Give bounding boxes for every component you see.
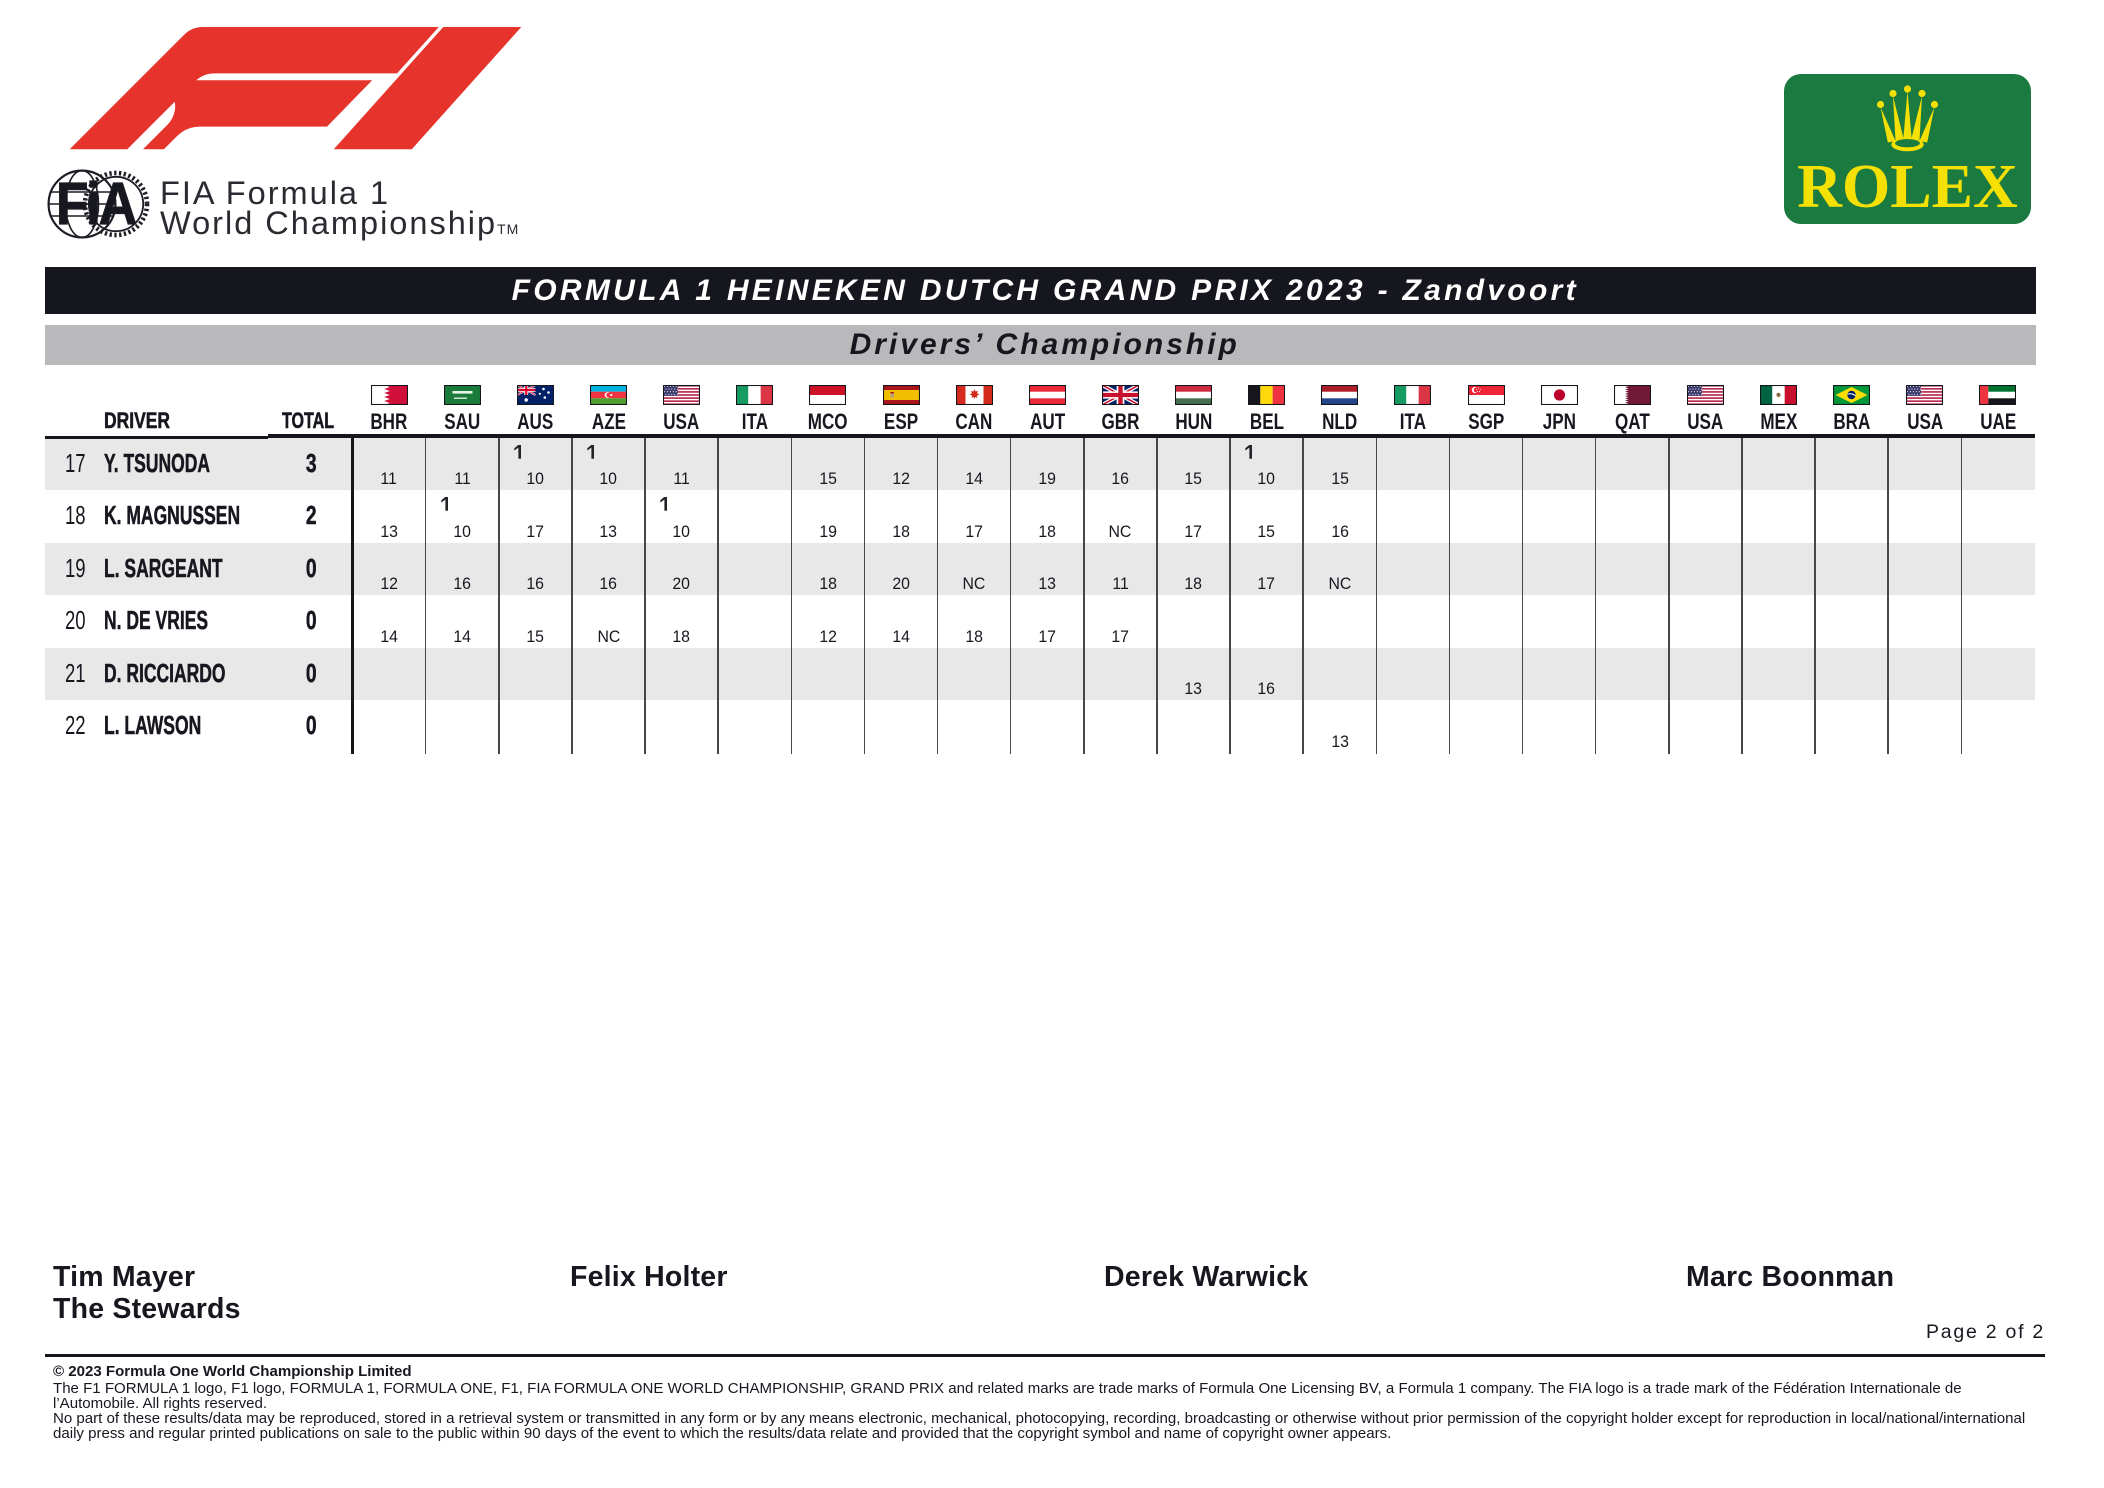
svg-text:ROLEX: ROLEX	[1797, 153, 2018, 221]
